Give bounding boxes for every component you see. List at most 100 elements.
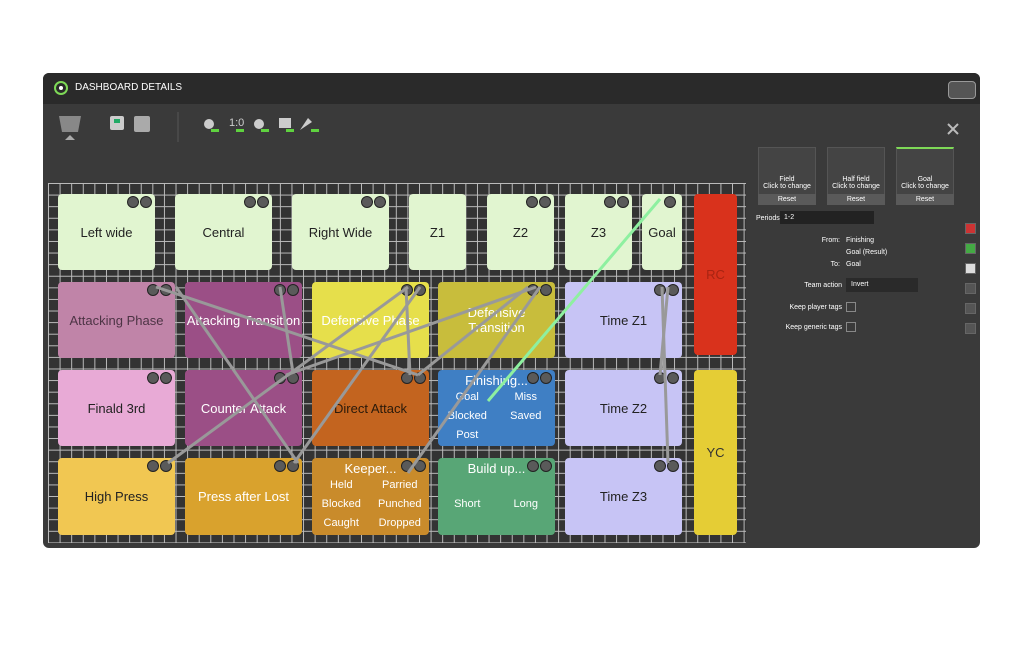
tile-button[interactable]: Z2: [487, 194, 554, 270]
tile-button[interactable]: Attacking Transition: [185, 282, 302, 358]
connector: [160, 284, 172, 296]
periods-input[interactable]: 1-2: [780, 211, 874, 224]
dashboard-grid: Left wide Central Right Wide Z1 Z2 Z3 Goal RC At…: [48, 183, 746, 543]
connector: [147, 372, 159, 384]
tile-button[interactable]: Attacking Phase: [58, 282, 175, 358]
connector: [540, 460, 552, 472]
tile-button[interactable]: Keeper... Held Parried Blocked Punched Caught…: [312, 458, 429, 535]
connector: [257, 196, 269, 208]
tile-button[interactable]: Finishing... Goal Miss Blocked Saved Post: [438, 370, 555, 446]
side-tool[interactable]: [965, 323, 976, 334]
tile-label: Goal: [648, 224, 676, 240]
sub-button: Blocked: [447, 410, 487, 422]
sub-button: Post: [456, 429, 479, 441]
tile-button[interactable]: Z1: [409, 194, 466, 270]
connector: [244, 196, 256, 208]
connector: [401, 460, 413, 472]
tile-button[interactable]: Finald 3rd: [58, 370, 175, 446]
connector: [527, 460, 539, 472]
tile-button[interactable]: Counter Attack: [185, 370, 302, 446]
back-button[interactable]: [948, 81, 976, 99]
tile-label: Z3: [590, 224, 607, 240]
from-result: Goal (Result): [846, 249, 888, 256]
connector: [361, 196, 373, 208]
periods-label: Periods: [756, 215, 780, 222]
connector: [287, 372, 299, 384]
connector: [160, 372, 172, 384]
tile-label: Left wide: [80, 224, 133, 240]
card-hint: Click to change: [832, 183, 880, 190]
tile-button[interactable]: Time Z2: [565, 370, 682, 446]
connector: [539, 196, 551, 208]
tile-button[interactable]: Build up... Short Long: [438, 458, 555, 535]
sub-button: Caught: [323, 517, 359, 529]
tile-label: RC: [706, 267, 725, 282]
reset-button[interactable]: Reset: [827, 194, 885, 205]
to-label: To:: [830, 261, 840, 268]
tile-label: Defensive Phase: [321, 312, 420, 328]
sub-button: Held: [329, 479, 353, 491]
score-icon[interactable]: 1:0: [229, 117, 244, 129]
card-hint: Click to change: [763, 183, 811, 190]
connector: [287, 284, 299, 296]
connector: [604, 196, 616, 208]
sub-button: Long: [513, 498, 538, 510]
tile-label: Time Z2: [599, 400, 648, 416]
tile-button[interactable]: Time Z1: [565, 282, 682, 358]
connector: [274, 460, 286, 472]
tile-label: Press after Lost: [197, 489, 290, 504]
tile-button[interactable]: Press after Lost: [185, 458, 302, 535]
background-card[interactable]: [827, 147, 885, 195]
tile-button[interactable]: Goal: [642, 194, 682, 270]
tile-button[interactable]: YC: [694, 370, 737, 535]
tile-label: Attacking Phase: [69, 312, 164, 328]
connector: [147, 460, 159, 472]
checkbox[interactable]: [846, 322, 856, 332]
tile-button[interactable]: Left wide: [58, 194, 155, 270]
connector: [140, 196, 152, 208]
side-tool[interactable]: [965, 243, 976, 254]
sub-button: Short: [454, 498, 481, 510]
connector: [526, 196, 538, 208]
sub-button: Dropped: [378, 517, 421, 529]
tile-button[interactable]: Defensive Transition: [438, 282, 555, 358]
tile-button[interactable]: Defensive Phase: [312, 282, 429, 358]
reset-button[interactable]: Reset: [896, 194, 954, 205]
tile-label: Z1: [429, 224, 446, 240]
tile-button[interactable]: Direct Attack: [312, 370, 429, 446]
sub-button: Parried: [382, 479, 418, 491]
connector: [527, 284, 539, 296]
team-action-select[interactable]: Invert: [846, 278, 918, 292]
sub-button: Blocked: [321, 498, 361, 510]
tile-button[interactable]: Central: [175, 194, 272, 270]
connector: [414, 460, 426, 472]
connector: [160, 460, 172, 472]
title-bar: DASHBOARD DETAILS: [43, 73, 980, 104]
connector: [414, 372, 426, 384]
connector: [664, 196, 676, 208]
app-icon: [54, 81, 68, 95]
tile-button[interactable]: Z3: [565, 194, 632, 270]
connector: [401, 372, 413, 384]
tile-button[interactable]: High Press: [58, 458, 175, 535]
toolbar: 1:0: [59, 112, 959, 142]
tile-button[interactable]: Right Wide: [292, 194, 389, 270]
side-tool[interactable]: [965, 283, 976, 294]
side-tool[interactable]: [965, 303, 976, 314]
tile-label: YC: [706, 445, 725, 460]
properties-panel: Field Click to change Reset Half field Click…: [750, 145, 980, 545]
tile-button[interactable]: RC: [694, 194, 737, 355]
to-value: Goal: [846, 261, 861, 268]
connector: [540, 284, 552, 296]
tile-button[interactable]: Time Z3: [565, 458, 682, 535]
side-tool[interactable]: [965, 263, 976, 274]
connector: [414, 284, 426, 296]
side-tool[interactable]: [965, 223, 976, 234]
card-hint: Click to change: [901, 183, 949, 190]
checkbox[interactable]: [846, 302, 856, 312]
connector: [401, 284, 413, 296]
connector: [374, 196, 386, 208]
connector: [527, 372, 539, 384]
reset-button[interactable]: Reset: [758, 194, 816, 205]
